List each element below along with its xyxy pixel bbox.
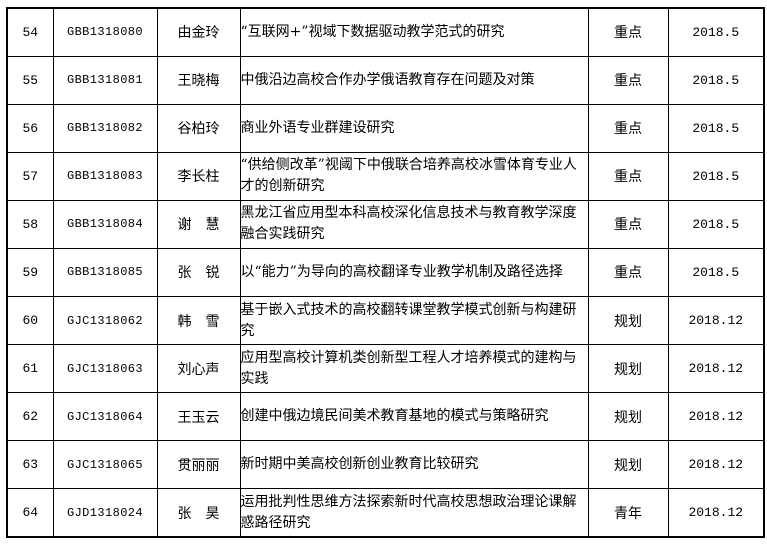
table-row: 62 GJC1318064 王玉云 创建中俄边境民间美术教育基地的模式与策略研究… [6, 392, 765, 442]
row-number-cell: 63 [6, 440, 54, 490]
project-title-cell: “供给侧改革”视阈下中俄联合培养高校冰雪体育专业人才的创新研究 [239, 151, 589, 201]
table-row: 57 GBB1318083 李长柱 “供给侧改革”视阈下中俄联合培养高校冰雪体育… [6, 151, 765, 201]
row-number-cell: 64 [6, 488, 54, 538]
row-number-cell: 55 [6, 55, 54, 105]
project-id-cell: GJC1318062 [52, 295, 158, 346]
table-body: 54 GBB1318080 由金玲 “互联网+”视域下数据驱动教学范式的研究 重… [6, 7, 765, 538]
project-id-cell: GJD1318024 [52, 488, 158, 538]
date-cell: 2018.12 [667, 295, 765, 346]
project-title-cell: 以“能力”为导向的高校翻译专业教学机制及路径选择 [239, 247, 589, 297]
category-cell: 规划 [587, 392, 669, 442]
date-cell: 2018.5 [667, 199, 765, 249]
category-cell: 规划 [587, 344, 669, 394]
leader-name-cell: 由金玲 [156, 7, 241, 57]
leader-name-cell: 王玉云 [156, 392, 241, 442]
table-row: 58 GBB1318084 谢 慧 黑龙江省应用型本科高校深化信息技术与教育教学… [6, 199, 765, 249]
project-title-cell: 运用批判性思维方法探索新时代高校思想政治理论课解惑路径研究 [239, 488, 589, 538]
date-cell: 2018.5 [667, 247, 765, 297]
category-cell: 重点 [587, 199, 669, 249]
table-row: 63 GJC1318065 贯丽丽 新时期中美高校创新创业教育比较研究 规划 2… [6, 440, 765, 490]
project-title-cell: 新时期中美高校创新创业教育比较研究 [239, 440, 589, 490]
project-id-cell: GBB1318080 [52, 7, 158, 57]
table-row: 56 GBB1318082 谷柏玲 商业外语专业群建设研究 重点 2018.5 [6, 103, 765, 153]
project-title-cell: 商业外语专业群建设研究 [239, 103, 589, 153]
category-cell: 重点 [587, 7, 669, 57]
category-cell: 重点 [587, 247, 669, 297]
project-id-cell: GJC1318065 [52, 440, 158, 490]
date-cell: 2018.5 [667, 151, 765, 201]
project-id-cell: GBB1318084 [52, 199, 158, 249]
row-number-cell: 61 [6, 344, 54, 394]
leader-name-cell: 谷柏玲 [156, 103, 241, 153]
category-cell: 规划 [587, 440, 669, 490]
leader-name-cell: 谢 慧 [156, 199, 241, 249]
project-title-cell: 中俄沿边高校合作办学俄语教育存在问题及对策 [239, 55, 589, 105]
project-id-cell: GBB1318083 [52, 151, 158, 201]
date-cell: 2018.12 [667, 440, 765, 490]
project-id-cell: GBB1318082 [52, 103, 158, 153]
leader-name-cell: 李长柱 [156, 151, 241, 201]
project-title-cell: 应用型高校计算机类创新型工程人才培养模式的建构与实践 [239, 344, 589, 394]
category-cell: 规划 [587, 295, 669, 346]
project-id-cell: GBB1318085 [52, 247, 158, 297]
project-id-cell: GJC1318064 [52, 392, 158, 442]
category-cell: 重点 [587, 151, 669, 201]
table-row: 55 GBB1318081 王晓梅 中俄沿边高校合作办学俄语教育存在问题及对策 … [6, 55, 765, 105]
table-row: 60 GJC1318062 韩 雪 基于嵌入式技术的高校翻转课堂教学模式创新与构… [6, 295, 765, 346]
table-row: 61 GJC1318063 刘心声 应用型高校计算机类创新型工程人才培养模式的建… [6, 344, 765, 394]
table-row: 59 GBB1318085 张 锐 以“能力”为导向的高校翻译专业教学机制及路径… [6, 247, 765, 297]
date-cell: 2018.12 [667, 344, 765, 394]
row-number-cell: 58 [6, 199, 54, 249]
leader-name-cell: 贯丽丽 [156, 440, 241, 490]
row-number-cell: 59 [6, 247, 54, 297]
date-cell: 2018.12 [667, 488, 765, 538]
date-cell: 2018.5 [667, 103, 765, 153]
leader-name-cell: 张 昊 [156, 488, 241, 538]
leader-name-cell: 王晓梅 [156, 55, 241, 105]
date-cell: 2018.5 [667, 7, 765, 57]
date-cell: 2018.5 [667, 55, 765, 105]
project-title-cell: 基于嵌入式技术的高校翻转课堂教学模式创新与构建研究 [239, 295, 589, 346]
row-number-cell: 56 [6, 103, 54, 153]
category-cell: 青年 [587, 488, 669, 538]
leader-name-cell: 韩 雪 [156, 295, 241, 346]
date-cell: 2018.12 [667, 392, 765, 442]
row-number-cell: 62 [6, 392, 54, 442]
table-row: 64 GJD1318024 张 昊 运用批判性思维方法探索新时代高校思想政治理论… [6, 488, 765, 538]
row-number-cell: 60 [6, 295, 54, 346]
leader-name-cell: 刘心声 [156, 344, 241, 394]
category-cell: 重点 [587, 55, 669, 105]
project-title-cell: “互联网+”视域下数据驱动教学范式的研究 [239, 7, 589, 57]
project-id-cell: GJC1318063 [52, 344, 158, 394]
table-row: 54 GBB1318080 由金玲 “互联网+”视域下数据驱动教学范式的研究 重… [6, 7, 765, 57]
project-id-cell: GBB1318081 [52, 55, 158, 105]
category-cell: 重点 [587, 103, 669, 153]
row-number-cell: 57 [6, 151, 54, 201]
row-number-cell: 54 [6, 7, 54, 57]
leader-name-cell: 张 锐 [156, 247, 241, 297]
project-title-cell: 创建中俄边境民间美术教育基地的模式与策略研究 [239, 392, 589, 442]
project-title-cell: 黑龙江省应用型本科高校深化信息技术与教育教学深度融合实践研究 [239, 199, 589, 249]
projects-table: 54 GBB1318080 由金玲 “互联网+”视域下数据驱动教学范式的研究 重… [6, 7, 765, 538]
